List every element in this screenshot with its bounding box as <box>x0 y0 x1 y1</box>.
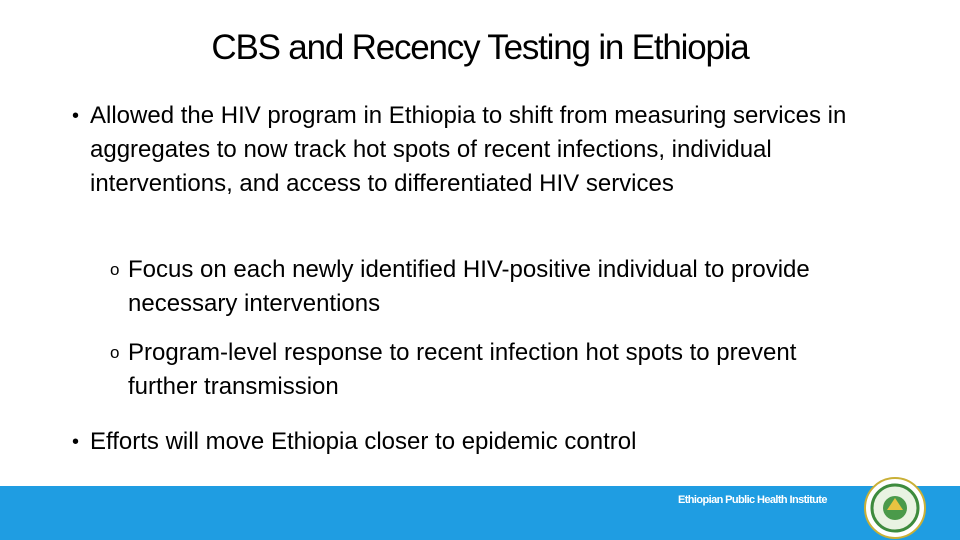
logo-shape <box>887 498 903 510</box>
bullet-marker: • <box>72 431 80 453</box>
footer-band <box>0 486 960 540</box>
footer-text: Ethiopian Public Health Institute <box>678 494 827 506</box>
slide-title: CBS and Recency Testing in Ethiopia <box>211 28 749 67</box>
logo <box>864 477 926 539</box>
sub-bullet-text: Program-level response to recent infecti… <box>128 339 797 400</box>
sub-bullet-marker: o <box>110 260 120 279</box>
bullet-marker: • <box>72 105 80 127</box>
sub-bullet-text: Focus on each newly identified HIV-posit… <box>128 256 810 317</box>
bullet-text: Efforts will move Ethiopia closer to epi… <box>90 428 637 455</box>
bullet-text: Allowed the HIV program in Ethiopia to s… <box>90 102 847 197</box>
sub-bullet-marker: o <box>110 343 120 362</box>
